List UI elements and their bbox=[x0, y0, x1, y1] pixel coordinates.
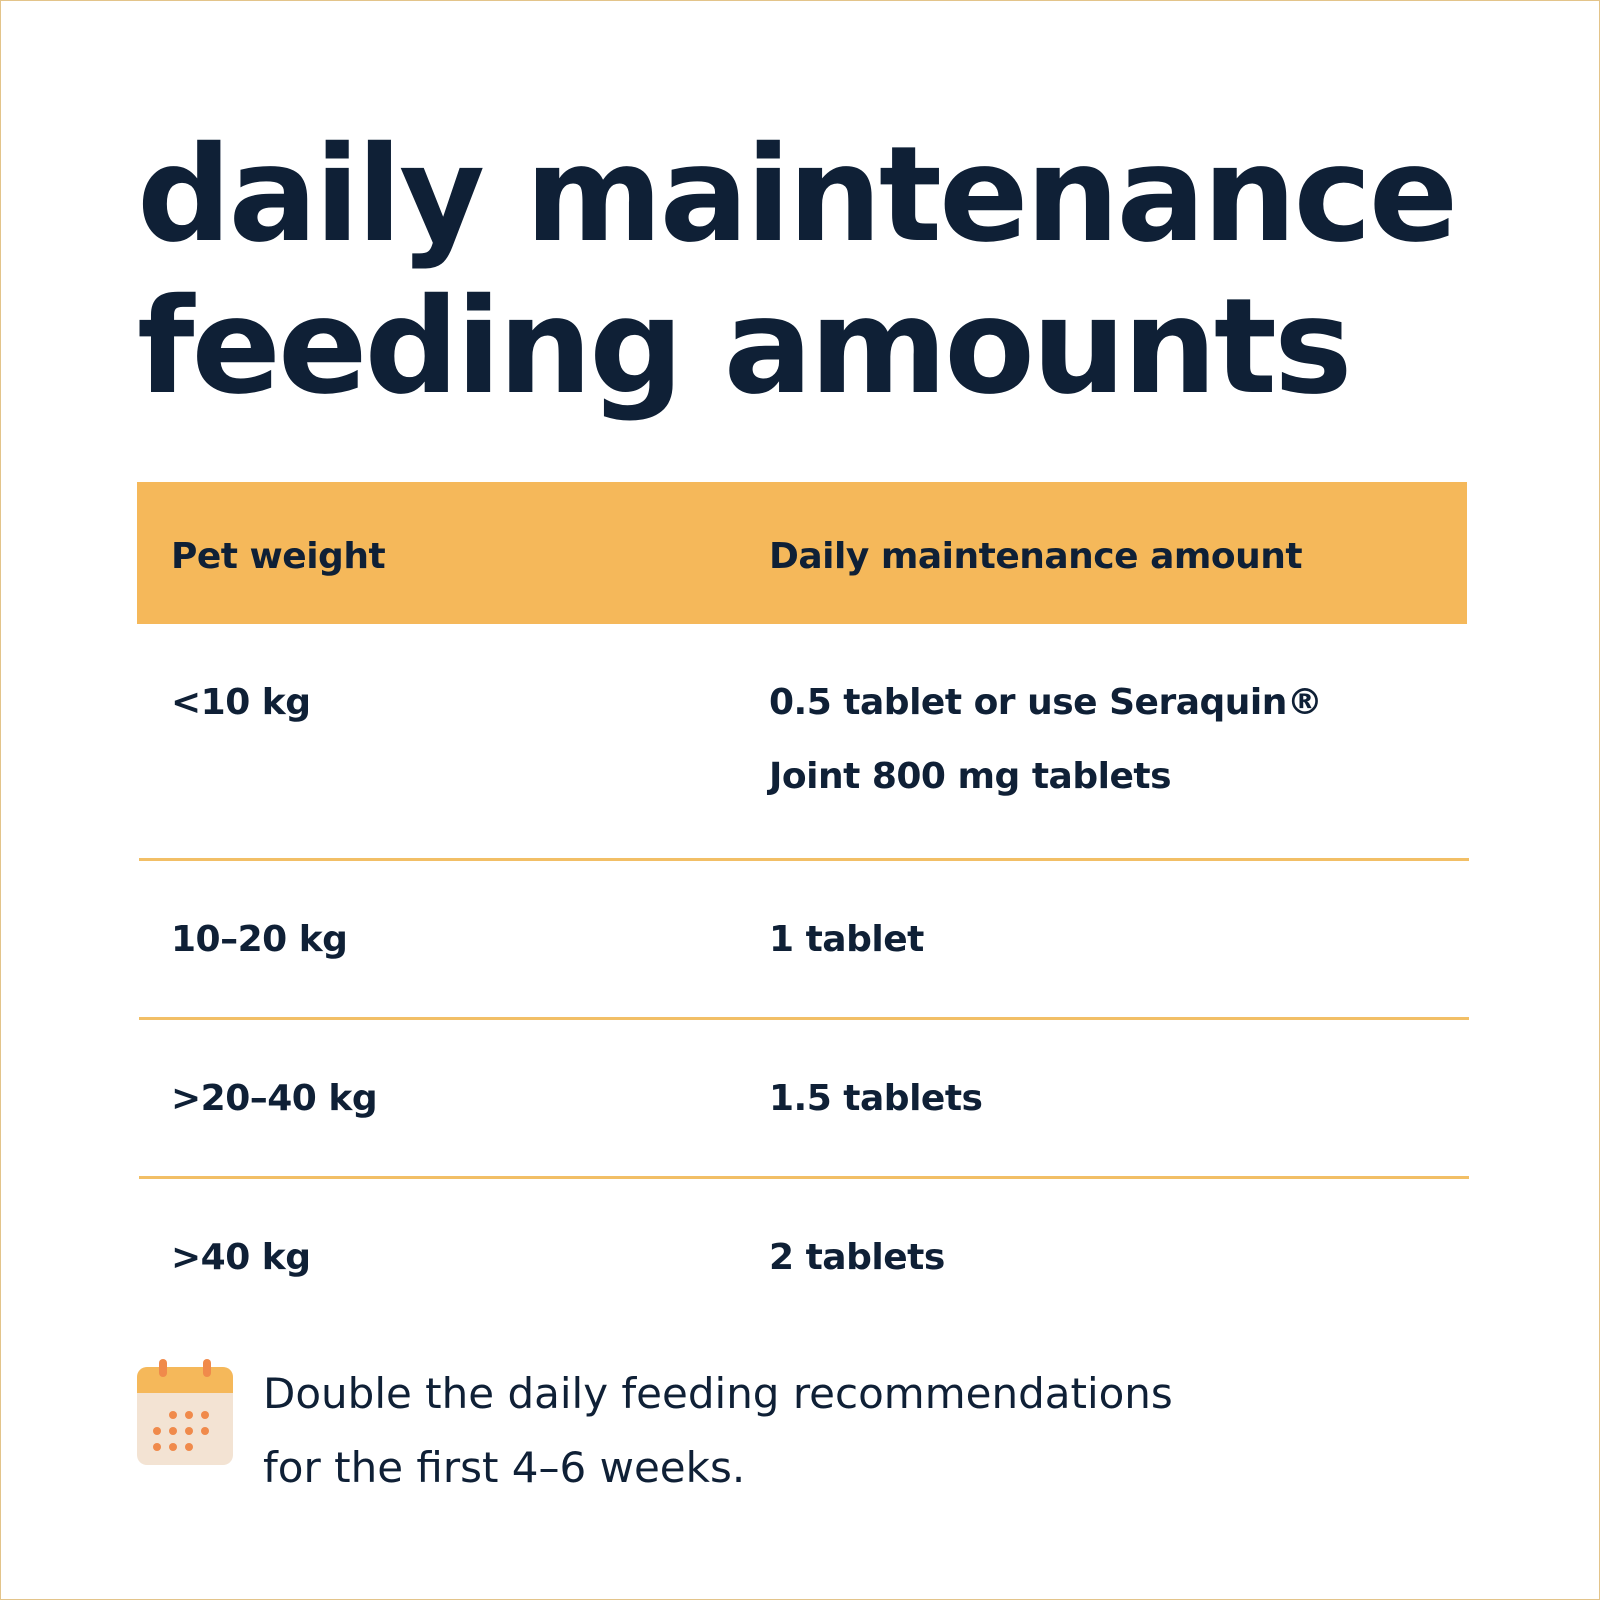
column-header: Pet weight bbox=[171, 536, 386, 577]
row-divider bbox=[139, 858, 1469, 861]
amount-cell: 1.5 tablets bbox=[769, 1078, 983, 1119]
weight-cell: 10–20 kg bbox=[171, 919, 348, 960]
row-divider bbox=[139, 1176, 1469, 1179]
amount-cell: 2 tablets bbox=[769, 1237, 945, 1278]
amount-cell: Joint 800 mg tablets bbox=[769, 756, 1172, 797]
calendar-icon bbox=[137, 1359, 233, 1465]
weight-cell: >40 kg bbox=[171, 1237, 311, 1278]
weight-cell: <10 kg bbox=[171, 682, 311, 723]
amount-cell: 1 tablet bbox=[769, 919, 924, 960]
column-header: Daily maintenance amount bbox=[769, 536, 1303, 577]
title-line: feeding amounts bbox=[137, 270, 1353, 424]
row-divider bbox=[139, 1017, 1469, 1020]
table-header bbox=[137, 482, 1467, 624]
title-line: daily maintenance bbox=[137, 118, 1458, 272]
amount-cell: 0.5 tablet or use Seraquin® bbox=[769, 682, 1323, 723]
note-line: Double the daily feeding recommendations bbox=[263, 1369, 1173, 1418]
note-line: for the first 4–6 weeks. bbox=[263, 1443, 746, 1492]
weight-cell: >20–40 kg bbox=[171, 1078, 378, 1119]
